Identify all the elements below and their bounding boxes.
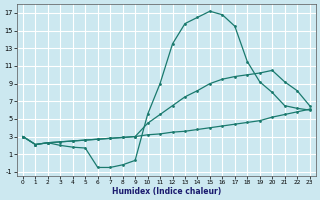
X-axis label: Humidex (Indice chaleur): Humidex (Indice chaleur): [112, 187, 221, 196]
